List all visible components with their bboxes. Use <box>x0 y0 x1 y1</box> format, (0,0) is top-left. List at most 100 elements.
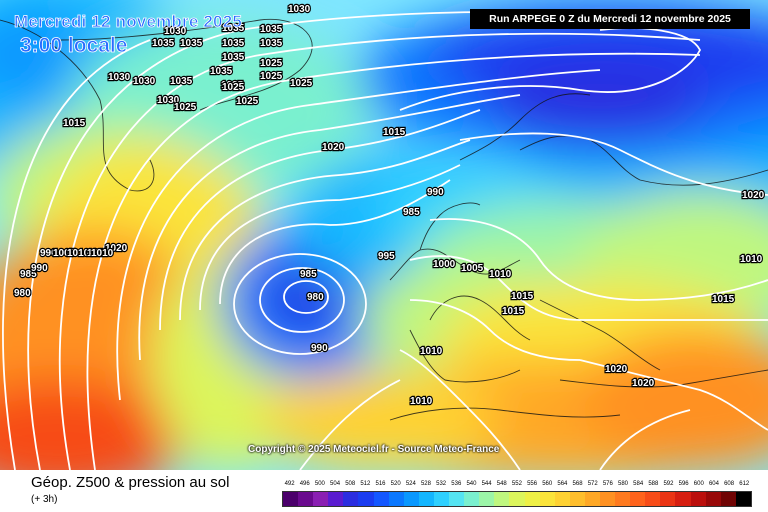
legend-value: 596 <box>678 481 689 487</box>
legend-swatch <box>630 492 646 506</box>
forecast-date: Mercredi 12 novembre 2025 <box>14 12 243 32</box>
legend-value: 492 <box>284 481 295 487</box>
isobar-label: 1020 <box>742 190 765 201</box>
legend-swatch <box>494 492 510 506</box>
legend-value: 540 <box>466 481 477 487</box>
isobar-label: 1035 <box>221 80 244 91</box>
legend-swatch <box>283 492 299 506</box>
isobar-label: 990 <box>14 288 31 299</box>
legend-swatch <box>554 492 570 506</box>
isobar-label: 1025 <box>260 58 283 69</box>
isobar-label: 1025 <box>222 82 245 93</box>
isobar-label: 1030 <box>108 72 131 83</box>
legend-value: 576 <box>602 481 613 487</box>
isobar-label: 1030 <box>164 26 187 37</box>
isobar-label: 1005 <box>461 263 484 274</box>
isobar-label: 1010 <box>740 254 763 265</box>
legend-swatch <box>433 492 450 506</box>
legend-value: 516 <box>375 481 386 487</box>
legend-value: 512 <box>360 481 371 487</box>
isobar-label: 985 <box>403 207 420 218</box>
legend-value: 584 <box>633 481 644 487</box>
legend-swatch <box>373 492 389 506</box>
legend-color-swatches <box>282 491 752 507</box>
legend-value: 508 <box>345 481 356 487</box>
legend-swatch <box>584 492 600 506</box>
isobar-label: 1035 <box>222 52 245 63</box>
legend-swatch <box>313 492 329 506</box>
legend-swatch <box>615 492 631 506</box>
isobar-label: 1030 <box>133 76 156 87</box>
legend-value: 608 <box>724 481 735 487</box>
isobar-label: 1030 <box>288 4 311 15</box>
isobar-label: 990 <box>40 248 57 259</box>
legend-swatch <box>464 492 480 506</box>
isobar-label: 1010 <box>91 248 114 259</box>
legend-value: 532 <box>436 481 447 487</box>
legend-value: 592 <box>663 481 674 487</box>
legend-swatch <box>298 492 314 506</box>
map-canvas: 1030103510301035103510351035103510351025… <box>0 0 768 470</box>
legend-value: 552 <box>511 481 522 487</box>
legend-swatch <box>735 492 751 506</box>
isobar-label: 1015 <box>511 291 534 302</box>
legend-value-labels: 492 496 500 504 508 512 516 520 524 528 532 536 540 5… <box>282 479 752 489</box>
legend-swatch <box>328 492 344 506</box>
isobar-label: 985 <box>300 269 317 280</box>
legend-value: 520 <box>390 481 401 487</box>
legend-value: 604 <box>708 481 719 487</box>
isobar-label: 980 <box>14 288 31 299</box>
copyright-notice: Copyright © 2025 Meteociel.fr - Source M… <box>248 444 500 455</box>
isobar-label: 1035 <box>152 38 175 49</box>
forecast-time: 3:00 locale <box>20 34 128 58</box>
legend-value: 544 <box>481 481 492 487</box>
legend-swatch <box>720 492 736 506</box>
isobar-label: 1015 <box>63 118 86 129</box>
isobar-label: 1035 <box>180 38 203 49</box>
isobar-label: 1015 <box>712 294 735 305</box>
legend-value: 524 <box>405 481 416 487</box>
legend-swatch <box>388 492 404 506</box>
legend-value: 612 <box>739 481 750 487</box>
isobar-label: 995 <box>378 251 395 262</box>
legend-swatch <box>449 492 465 506</box>
legend-value: 556 <box>527 481 538 487</box>
isobar-label: 1035 <box>260 24 283 35</box>
legend-value: 536 <box>451 481 462 487</box>
legend-swatch <box>358 492 374 506</box>
legend-value: 528 <box>420 481 431 487</box>
isobar-label: 1020 <box>322 142 345 153</box>
color-scale-legend: 492 496 500 504 508 512 516 520 524 528 532 536 540 5… <box>282 479 752 507</box>
isobar-label: 1010 <box>489 269 512 280</box>
isobar-label: 1025 <box>260 71 283 82</box>
legend-value: 504 <box>330 481 341 487</box>
isobar-label: 1015 <box>383 127 406 138</box>
isobar-label: 1010 <box>67 248 90 259</box>
isobar-label: 990 <box>427 187 444 198</box>
isobar-label: 1020 <box>105 243 128 254</box>
isobar-label: 1030 <box>157 95 180 106</box>
legend-swatch <box>675 492 691 506</box>
legend-swatch <box>509 492 525 506</box>
legend-swatch <box>660 492 676 506</box>
isobar-label: 1015 <box>87 248 110 259</box>
isobar-label: 985 <box>20 269 37 280</box>
isobar-label: 1010 <box>420 346 443 357</box>
isobar-label: 1035 <box>222 23 245 34</box>
legend-value: 560 <box>542 481 553 487</box>
legend-value: 600 <box>693 481 704 487</box>
isobar-label: 1025 <box>174 102 197 113</box>
isobar-labels: 1030103510301035103510351035103510351025… <box>13 3 766 408</box>
legend-swatch <box>539 492 555 506</box>
isobar-label: 1000 <box>433 259 456 270</box>
isobar-label: 1035 <box>170 76 193 87</box>
legend-value: 568 <box>572 481 583 487</box>
legend-value: 496 <box>299 481 310 487</box>
isobar-label: 1020 <box>605 364 628 375</box>
legend-swatch <box>403 492 419 506</box>
geopotential-color-field <box>0 0 768 470</box>
isobar-label: 1035 <box>210 66 233 77</box>
model-run-label: Run ARPEGE 0 Z du Mercredi 12 novembre 2… <box>470 9 750 29</box>
legend-value: 564 <box>557 481 568 487</box>
